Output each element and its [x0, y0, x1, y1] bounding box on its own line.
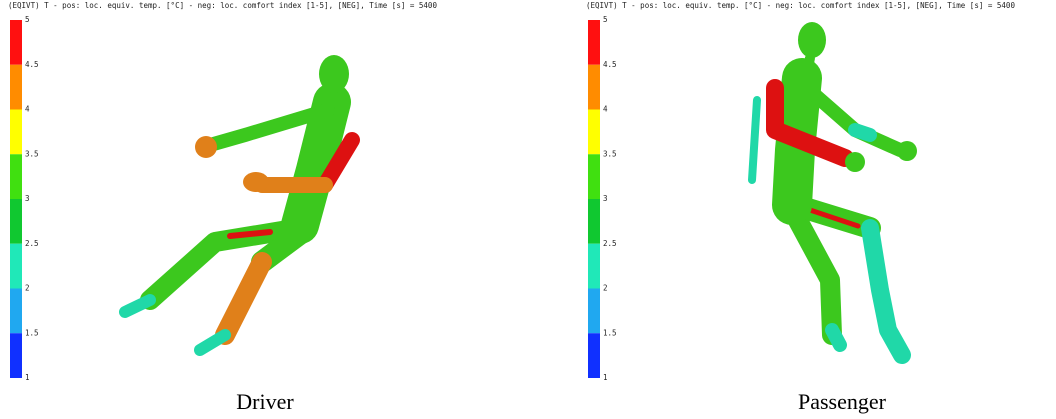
colorbar-segment — [10, 20, 22, 65]
colorbar-tick-label: 5 — [603, 15, 608, 24]
fist — [195, 136, 217, 158]
colorbar-tick-label: 3 — [25, 194, 30, 203]
colorbar-segment — [10, 199, 22, 244]
foot — [832, 330, 840, 345]
colorbar-tick-label: 3 — [603, 194, 608, 203]
foot — [125, 300, 150, 312]
header: (EQIVT) T - pos: loc. equiv. temp. [°C] … — [8, 1, 437, 10]
foot — [200, 335, 225, 350]
colorbar-tick-label: 1.5 — [603, 328, 617, 337]
head — [319, 55, 349, 93]
colorbar-segment — [10, 244, 22, 289]
colorbar-segment — [588, 110, 600, 155]
fist — [243, 172, 269, 192]
colorbar-tick-label: 2.5 — [603, 239, 617, 248]
header: (EQIVT) T - pos: loc. equiv. temp. [°C] … — [586, 1, 1015, 10]
colorbar-segment — [10, 110, 22, 155]
colorbar-segment — [10, 154, 22, 199]
colorbar-tick-label: 2.5 — [25, 239, 39, 248]
colorbar-tick-label: 5 — [25, 15, 30, 24]
colorbar-segment — [10, 333, 22, 378]
seat-contact — [230, 232, 270, 236]
colorbar-segment — [10, 289, 22, 334]
driver-mannequin — [125, 55, 352, 350]
colorbar-segment — [588, 244, 600, 289]
fist — [897, 141, 917, 161]
colorbar-segment — [588, 20, 600, 65]
colorbar-segment — [588, 199, 600, 244]
head — [798, 22, 826, 58]
colorbar-segment — [588, 333, 600, 378]
arm — [855, 130, 870, 135]
figure: (EQIVT) T - pos: loc. equiv. temp. [°C] … — [0, 0, 1056, 419]
colorbar-tick-label: 2 — [603, 284, 608, 293]
caption: Driver — [236, 389, 294, 414]
passenger-mannequin — [752, 22, 917, 355]
neck — [806, 58, 810, 78]
colorbar-tick-label: 2 — [25, 284, 30, 293]
leg — [870, 228, 902, 355]
colorbar-tick-label: 3.5 — [25, 149, 39, 158]
back — [752, 100, 757, 180]
colorbar-segment — [588, 154, 600, 199]
leg — [795, 215, 832, 335]
colorbar-tick-label: 4 — [603, 105, 608, 114]
colorbar-tick-label: 1.5 — [25, 328, 39, 337]
colorbar-tick-label: 4.5 — [603, 60, 617, 69]
colorbar-tick-label: 1 — [25, 373, 30, 382]
fist — [845, 152, 865, 172]
colorbar-tick-label: 1 — [603, 373, 608, 382]
leg — [225, 262, 262, 335]
panel: (EQIVT) T - pos: loc. equiv. temp. [°C] … — [8, 1, 437, 414]
colorbar-segment — [10, 65, 22, 110]
colorbar-tick-label: 4.5 — [25, 60, 39, 69]
colorbar-segment — [588, 65, 600, 110]
caption: Passenger — [798, 389, 887, 414]
colorbar-tick-label: 4 — [25, 105, 30, 114]
colorbar-segment — [588, 289, 600, 334]
colorbar-tick-label: 3.5 — [603, 149, 617, 158]
